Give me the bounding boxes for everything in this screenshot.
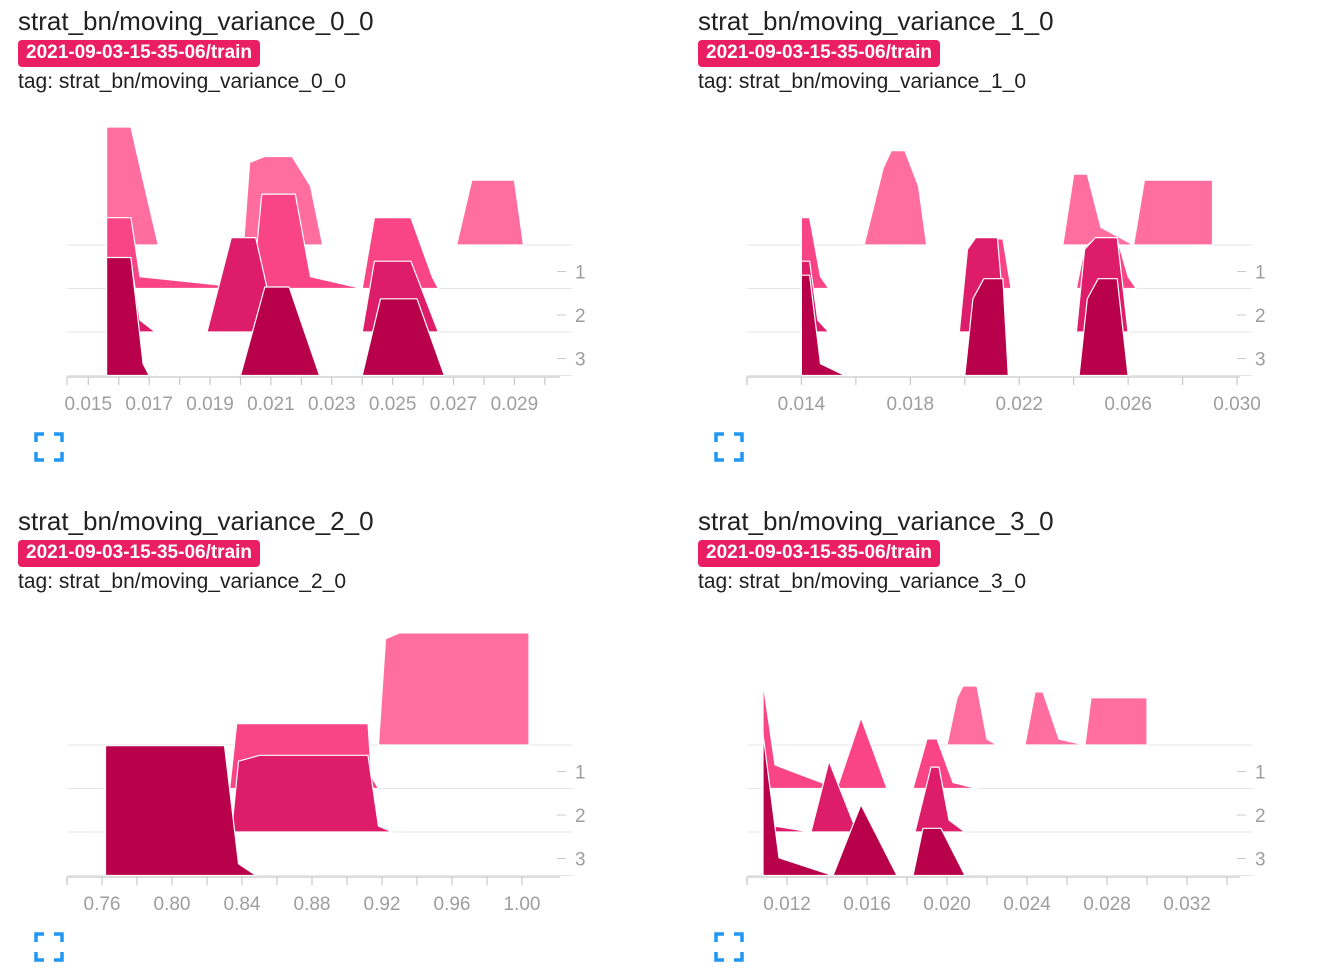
histogram-card-2: strat_bn/moving_variance_2_0 2021-09-03-… xyxy=(0,500,660,980)
tag-prefix: tag: xyxy=(18,70,59,93)
histogram-chart: 1 2 3 0.015 0.017 0.019 0.021 0.023 0.025 0.027 0.… xyxy=(65,126,586,415)
x-tick-label: 0.015 xyxy=(65,394,113,415)
histogram-step-2 xyxy=(800,237,1129,333)
histogram-card-0: strat_bn/moving_variance_0_0 2021-09-03-… xyxy=(0,0,660,480)
run-badge[interactable]: 2021-09-03-15-35-06/train xyxy=(698,40,941,67)
x-tick-label: 0.019 xyxy=(186,394,234,415)
x-tick-label: 0.022 xyxy=(995,394,1043,415)
x-tick-label: 0.027 xyxy=(430,394,478,415)
x-tick-label: 0.92 xyxy=(364,894,401,915)
y-tick-label: 1 xyxy=(575,263,586,284)
x-tick-label: 0.028 xyxy=(1083,894,1131,915)
histogram-card-3: strat_bn/moving_variance_3_0 2021-09-03-… xyxy=(680,500,1334,980)
x-tick-label: 0.026 xyxy=(1104,394,1152,415)
histogram-chart: 1 2 3 0.014 0.018 0.022 0.026 0.030 xyxy=(746,150,1266,415)
histogram-card-1: strat_bn/moving_variance_1_0 2021-09-03-… xyxy=(680,0,1334,480)
y-tick-label: 1 xyxy=(1255,263,1266,284)
x-tick-label: 0.014 xyxy=(778,394,826,415)
x-tick-label: 0.80 xyxy=(154,894,191,915)
tag-prefix: tag: xyxy=(698,70,739,93)
y-tick-label: 3 xyxy=(1255,850,1266,871)
histogram-chart: 1 2 3 0.76 0.80 0.84 0.88 0.92 0.96 1.00 xyxy=(66,632,586,915)
y-tick-label: 1 xyxy=(575,763,586,784)
histogram-step-3 xyxy=(762,733,966,877)
x-tick-label: 0.018 xyxy=(887,394,935,415)
histogram-step-0 xyxy=(863,150,1214,246)
tag-value: strat_bn/moving_variance_1_0 xyxy=(738,70,1027,93)
card-title: strat_bn/moving_variance_3_0 xyxy=(698,506,1054,536)
tag-line: tag: strat_bn/moving_variance_0_0 xyxy=(18,70,346,94)
histogram-step-3 xyxy=(800,274,1129,377)
x-tick-label: 0.029 xyxy=(491,394,539,415)
histogram-chart: 1 2 3 0.012 0.016 0.020 0.024 0.028 0.032 xyxy=(746,681,1266,915)
tag-line: tag: strat_bn/moving_variance_1_0 xyxy=(698,70,1026,94)
x-tick-label: 0.017 xyxy=(125,394,173,415)
tag-prefix: tag: xyxy=(698,570,739,593)
x-tick-label: 0.88 xyxy=(294,894,331,915)
y-tick-label: 2 xyxy=(1255,306,1266,327)
x-tick-label: 0.021 xyxy=(247,394,295,415)
tag-value: strat_bn/moving_variance_0_0 xyxy=(58,70,347,93)
card-title: strat_bn/moving_variance_2_0 xyxy=(18,506,374,536)
tag-line: tag: strat_bn/moving_variance_3_0 xyxy=(698,570,1026,594)
tag-line: tag: strat_bn/moving_variance_2_0 xyxy=(18,570,346,594)
y-tick-label: 1 xyxy=(1255,763,1266,784)
card-title: strat_bn/moving_variance_1_0 xyxy=(698,6,1054,36)
y-tick-label: 3 xyxy=(575,350,586,371)
histogram-step-1 xyxy=(762,681,978,790)
y-tick-label: 2 xyxy=(575,806,586,827)
histogram-step-0 xyxy=(106,126,525,246)
x-tick-label: 0.84 xyxy=(224,894,261,915)
fullscreen-icon[interactable] xyxy=(34,432,64,462)
histogram-step-0 xyxy=(946,685,1148,746)
x-tick-label: 0.020 xyxy=(923,894,971,915)
run-badge[interactable]: 2021-09-03-15-35-06/train xyxy=(18,540,261,567)
tag-value: strat_bn/moving_variance_3_0 xyxy=(738,570,1027,593)
histogram-step-0 xyxy=(377,632,530,746)
x-tick-label: 1.00 xyxy=(504,894,541,915)
histogram-step-2 xyxy=(230,754,394,833)
run-badge[interactable]: 2021-09-03-15-35-06/train xyxy=(18,40,261,67)
y-tick-label: 3 xyxy=(575,850,586,871)
fullscreen-icon[interactable] xyxy=(714,932,744,962)
y-tick-label: 2 xyxy=(1255,806,1266,827)
tag-value: strat_bn/moving_variance_2_0 xyxy=(58,570,347,593)
x-tick-label: 0.76 xyxy=(84,894,121,915)
card-title: strat_bn/moving_variance_0_0 xyxy=(18,6,374,36)
fullscreen-icon[interactable] xyxy=(714,432,744,462)
y-tick-label: 2 xyxy=(575,306,586,327)
x-tick-label: 0.032 xyxy=(1163,894,1211,915)
histogram-step-1 xyxy=(106,193,439,290)
x-tick-label: 0.012 xyxy=(763,894,811,915)
y-tick-label: 3 xyxy=(1255,350,1266,371)
x-tick-label: 0.024 xyxy=(1003,894,1051,915)
histogram-step-3 xyxy=(104,745,257,877)
x-tick-label: 0.030 xyxy=(1213,394,1261,415)
x-tick-label: 0.023 xyxy=(308,394,356,415)
histogram-step-3 xyxy=(106,256,445,377)
run-badge[interactable]: 2021-09-03-15-35-06/train xyxy=(698,540,941,567)
fullscreen-icon[interactable] xyxy=(34,932,64,962)
x-tick-label: 0.016 xyxy=(843,894,891,915)
x-tick-label: 0.025 xyxy=(369,394,417,415)
x-tick-label: 0.96 xyxy=(434,894,471,915)
tag-prefix: tag: xyxy=(18,570,59,593)
